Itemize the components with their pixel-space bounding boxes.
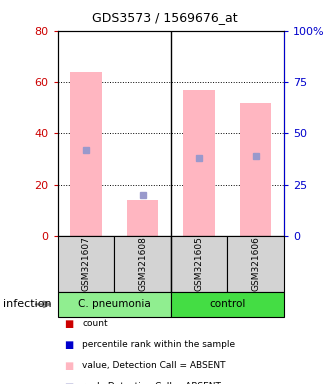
Bar <box>227 236 284 292</box>
Bar <box>71 72 102 236</box>
Text: GSM321606: GSM321606 <box>251 237 260 291</box>
Text: rank, Detection Call = ABSENT: rank, Detection Call = ABSENT <box>82 382 221 384</box>
Text: GSM321607: GSM321607 <box>82 237 90 291</box>
Text: GSM321605: GSM321605 <box>194 237 204 291</box>
Text: count: count <box>82 319 108 328</box>
Text: ■: ■ <box>64 319 74 329</box>
Text: ■: ■ <box>64 382 74 384</box>
Bar <box>58 292 171 317</box>
Text: GDS3573 / 1569676_at: GDS3573 / 1569676_at <box>92 11 238 24</box>
Text: ■: ■ <box>64 340 74 350</box>
Text: ■: ■ <box>64 361 74 371</box>
Text: value, Detection Call = ABSENT: value, Detection Call = ABSENT <box>82 361 226 370</box>
Bar <box>58 236 114 292</box>
Text: control: control <box>209 299 246 310</box>
Bar <box>171 292 284 317</box>
Text: percentile rank within the sample: percentile rank within the sample <box>82 340 236 349</box>
Text: C. pneumonia: C. pneumonia <box>78 299 150 310</box>
Bar <box>127 200 158 236</box>
Bar <box>183 90 214 236</box>
Bar <box>240 103 271 236</box>
Bar <box>114 236 171 292</box>
Text: GSM321608: GSM321608 <box>138 237 147 291</box>
Bar <box>171 236 227 292</box>
Text: infection: infection <box>3 299 52 310</box>
